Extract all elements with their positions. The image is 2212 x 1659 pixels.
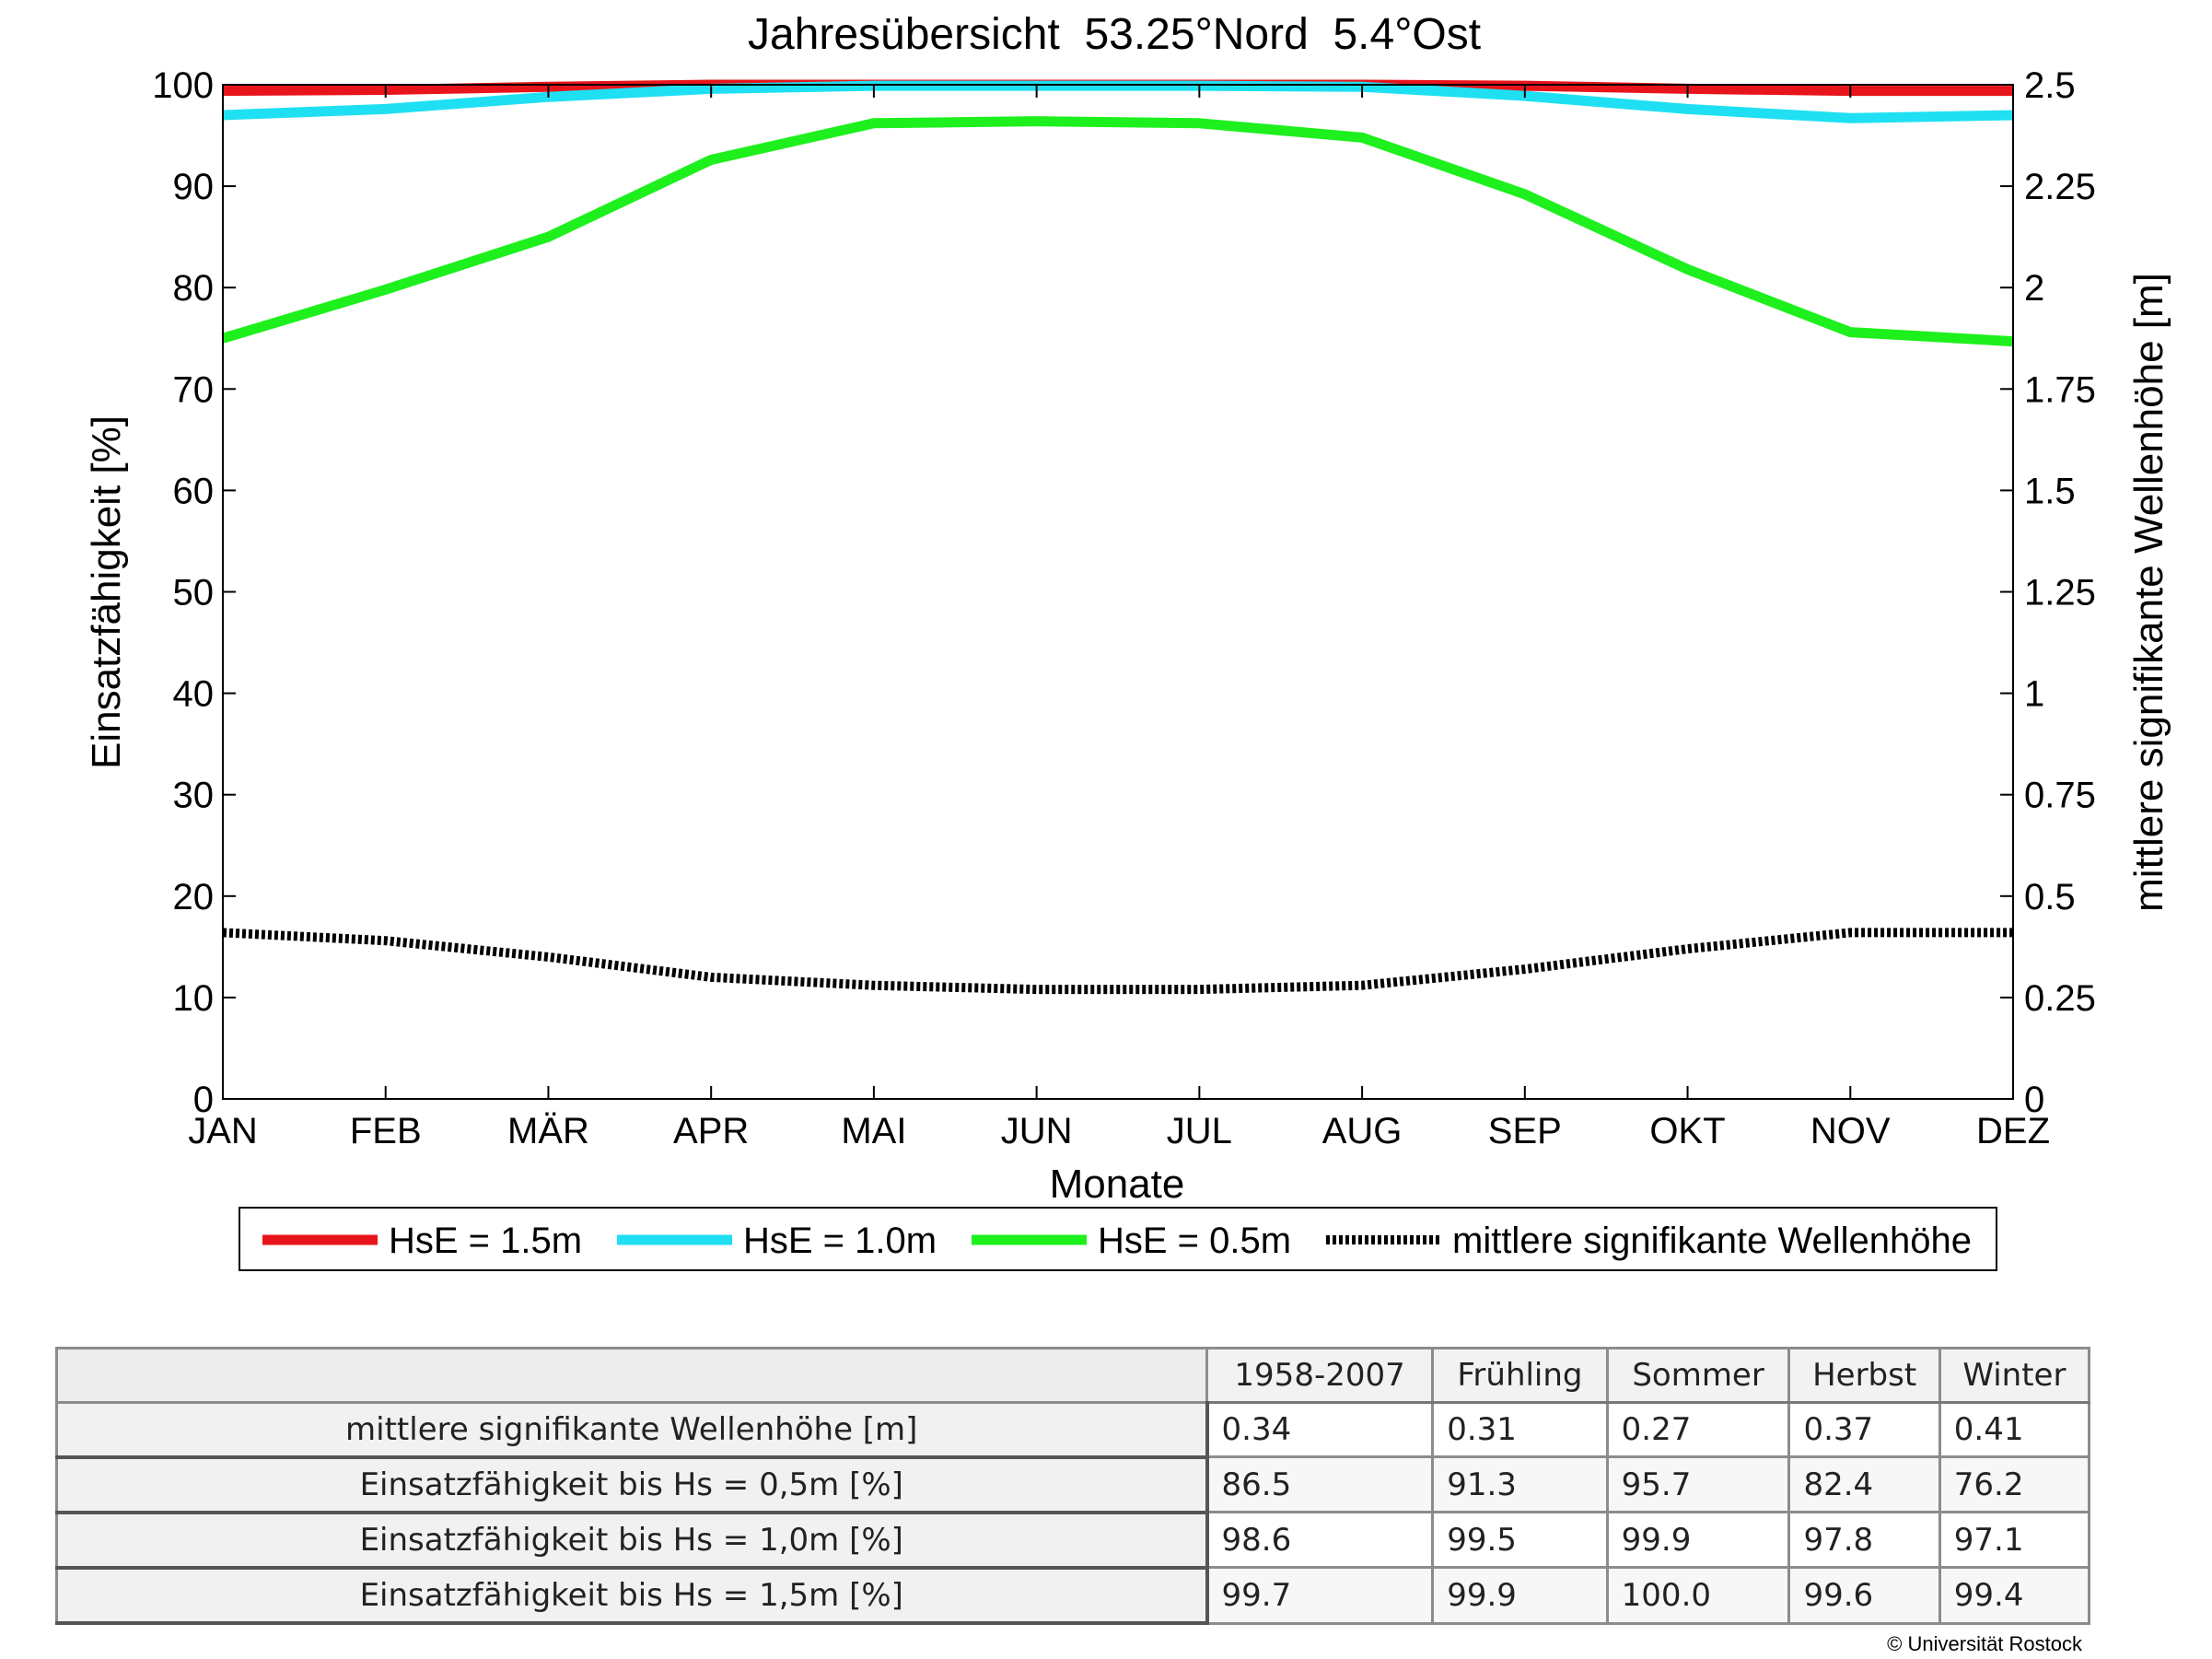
x-tick-label: OKT (1649, 1111, 1725, 1151)
y2-tick-label: 2.25 (2024, 167, 2096, 207)
y2-tick-label: 1.5 (2024, 471, 2076, 511)
column-header: Sommer (1605, 1347, 1791, 1404)
x-tick-label: DEZ (1976, 1111, 2050, 1151)
copyright-notice: © Universität Rostock (1887, 1632, 2082, 1655)
series-line-2 (221, 116, 2014, 347)
table-row: Einsatzfähigkeit bis Hs = 1,5m [%] 99.7 … (55, 1566, 2091, 1626)
plot-frame (222, 84, 2014, 1100)
table-cell: 99.9 (1605, 1511, 1791, 1570)
x-tick-label: JUL (1167, 1111, 1232, 1151)
y2-axis-label: mittlere signifikante Wellenhöhe [m] (2126, 273, 2171, 912)
table-cell: 99.6 (1787, 1566, 1941, 1625)
y2-tick-label: 2 (2024, 268, 2044, 309)
x-tick-label: AUG (1322, 1111, 1403, 1151)
y2-tick-label: 0.5 (2024, 877, 2076, 917)
table-cell: 95.7 (1605, 1455, 1791, 1514)
table-cell: 0.27 (1605, 1400, 1791, 1459)
y-tick-label: 0 (193, 1080, 214, 1120)
table-cell: 99.5 (1431, 1511, 1609, 1570)
y2-tick-label: 0.75 (2024, 776, 2096, 816)
legend-label-3: mittlere signifikante Wellenhöhe (1452, 1221, 1972, 1261)
table-cell: 99.7 (1205, 1566, 1435, 1625)
y-tick-label: 90 (173, 167, 215, 207)
x-tick-label: MAI (841, 1111, 906, 1151)
table-row: mittlere signifikante Wellenhöhe [m] 0.3… (55, 1400, 2091, 1459)
row-header: Einsatzfähigkeit bis Hs = 1,5m [%] (55, 1566, 1209, 1626)
y2-tick-label: 1.75 (2024, 369, 2096, 410)
legend-label-1: HsE = 1.0m (743, 1221, 937, 1261)
chart-title: Jahresübersicht 53.25°Nord 5.4°Ost (748, 10, 1481, 59)
y-axis-left: 0 10 20 30 40 50 60 70 80 90 100 (152, 65, 236, 1120)
legend: HsE = 1.5m HsE = 1.0m HsE = 0.5m mittlere s… (239, 1207, 1997, 1271)
x-tick-label: FEB (350, 1111, 422, 1151)
y-tick-label: 50 (173, 573, 215, 613)
table-cell: 100.0 (1605, 1566, 1791, 1625)
y-tick-label: 60 (173, 471, 215, 511)
table-header-row: 1958-2007 Frühling Sommer Herbst Winter (55, 1347, 2091, 1404)
x-tick-label: SEP (1488, 1111, 1562, 1151)
y-tick-label: 70 (173, 369, 215, 410)
table-cell: 98.6 (1205, 1511, 1435, 1570)
y2-tick-label: 0.25 (2024, 978, 2096, 1019)
table-corner-cell (55, 1347, 1208, 1404)
y2-tick-label: 0 (2024, 1080, 2044, 1120)
y-tick-label: 80 (173, 268, 215, 309)
x-tick-label: MÄR (507, 1111, 589, 1151)
row-header: Einsatzfähigkeit bis Hs = 0,5m [%] (55, 1455, 1209, 1514)
x-axis: JAN FEB MÄR APR MAI JUN JUL AUG SEP OKT NOV DEZ (188, 85, 2050, 1151)
legend-frame (239, 1207, 1997, 1271)
column-header: 1958-2007 (1205, 1347, 1435, 1404)
table-cell: 86.5 (1205, 1455, 1435, 1514)
legend-label-2: HsE = 0.5m (1098, 1221, 1291, 1261)
x-tick-label: NOV (1810, 1111, 1891, 1151)
x-tick-label: JAN (188, 1111, 258, 1151)
x-axis-label: Monate (1050, 1162, 1185, 1207)
y-axis-right: 0 0.25 0.5 0.75 1 1.25 1.5 1.75 2 2.25 2.5 (2000, 65, 2096, 1120)
y-tick-label: 30 (173, 776, 215, 816)
table-cell: 99.4 (1938, 1566, 2091, 1625)
series-line-3 (222, 928, 2013, 995)
row-header: mittlere signifikante Wellenhöhe [m] (55, 1400, 1209, 1459)
y-axis-label: Einsatzfähigkeit [%] (84, 415, 129, 769)
statistics-table: 1958-2007 Frühling Sommer Herbst Winter … (55, 1347, 2091, 1626)
row-header: Einsatzfähigkeit bis Hs = 1,0m [%] (55, 1511, 1209, 1570)
y-tick-label: 20 (173, 877, 215, 917)
table-cell: 99.9 (1431, 1566, 1609, 1625)
y2-tick-label: 2.5 (2024, 65, 2076, 106)
column-header: Herbst (1787, 1347, 1941, 1404)
table-cell: 0.31 (1431, 1400, 1609, 1459)
table-cell: 91.3 (1431, 1455, 1609, 1514)
table-cell: 97.8 (1787, 1511, 1941, 1570)
table-cell: 0.34 (1205, 1400, 1435, 1459)
y2-tick-label: 1.25 (2024, 573, 2096, 613)
wave-height-chart: Jahresübersicht 53.25°Nord 5.4°Ost JAN FE… (84, 10, 2171, 1271)
table-row: Einsatzfähigkeit bis Hs = 0,5m [%] 86.5 … (55, 1455, 2091, 1514)
y-tick-label: 40 (173, 674, 215, 715)
table-row: Einsatzfähigkeit bis Hs = 1,0m [%] 98.6 … (55, 1511, 2091, 1570)
series-layer (221, 79, 2014, 995)
table-cell: 0.41 (1938, 1400, 2091, 1459)
legend-items: HsE = 1.5m HsE = 1.0m HsE = 0.5m mittlere s… (262, 1221, 1972, 1261)
table-cell: 76.2 (1938, 1455, 2091, 1514)
series-line-1 (222, 80, 2014, 123)
x-tick-label: JUN (1001, 1111, 1073, 1151)
table-cell: 0.37 (1787, 1400, 1941, 1459)
column-header: Winter (1938, 1347, 2091, 1404)
y-tick-label: 10 (173, 978, 215, 1019)
y-tick-label: 100 (152, 65, 214, 106)
y2-tick-label: 1 (2024, 674, 2044, 715)
x-tick-label: APR (673, 1111, 749, 1151)
table-cell: 82.4 (1787, 1455, 1941, 1514)
column-header: Frühling (1431, 1347, 1609, 1404)
table-cell: 97.1 (1938, 1511, 2091, 1570)
legend-label-0: HsE = 1.5m (389, 1221, 582, 1261)
